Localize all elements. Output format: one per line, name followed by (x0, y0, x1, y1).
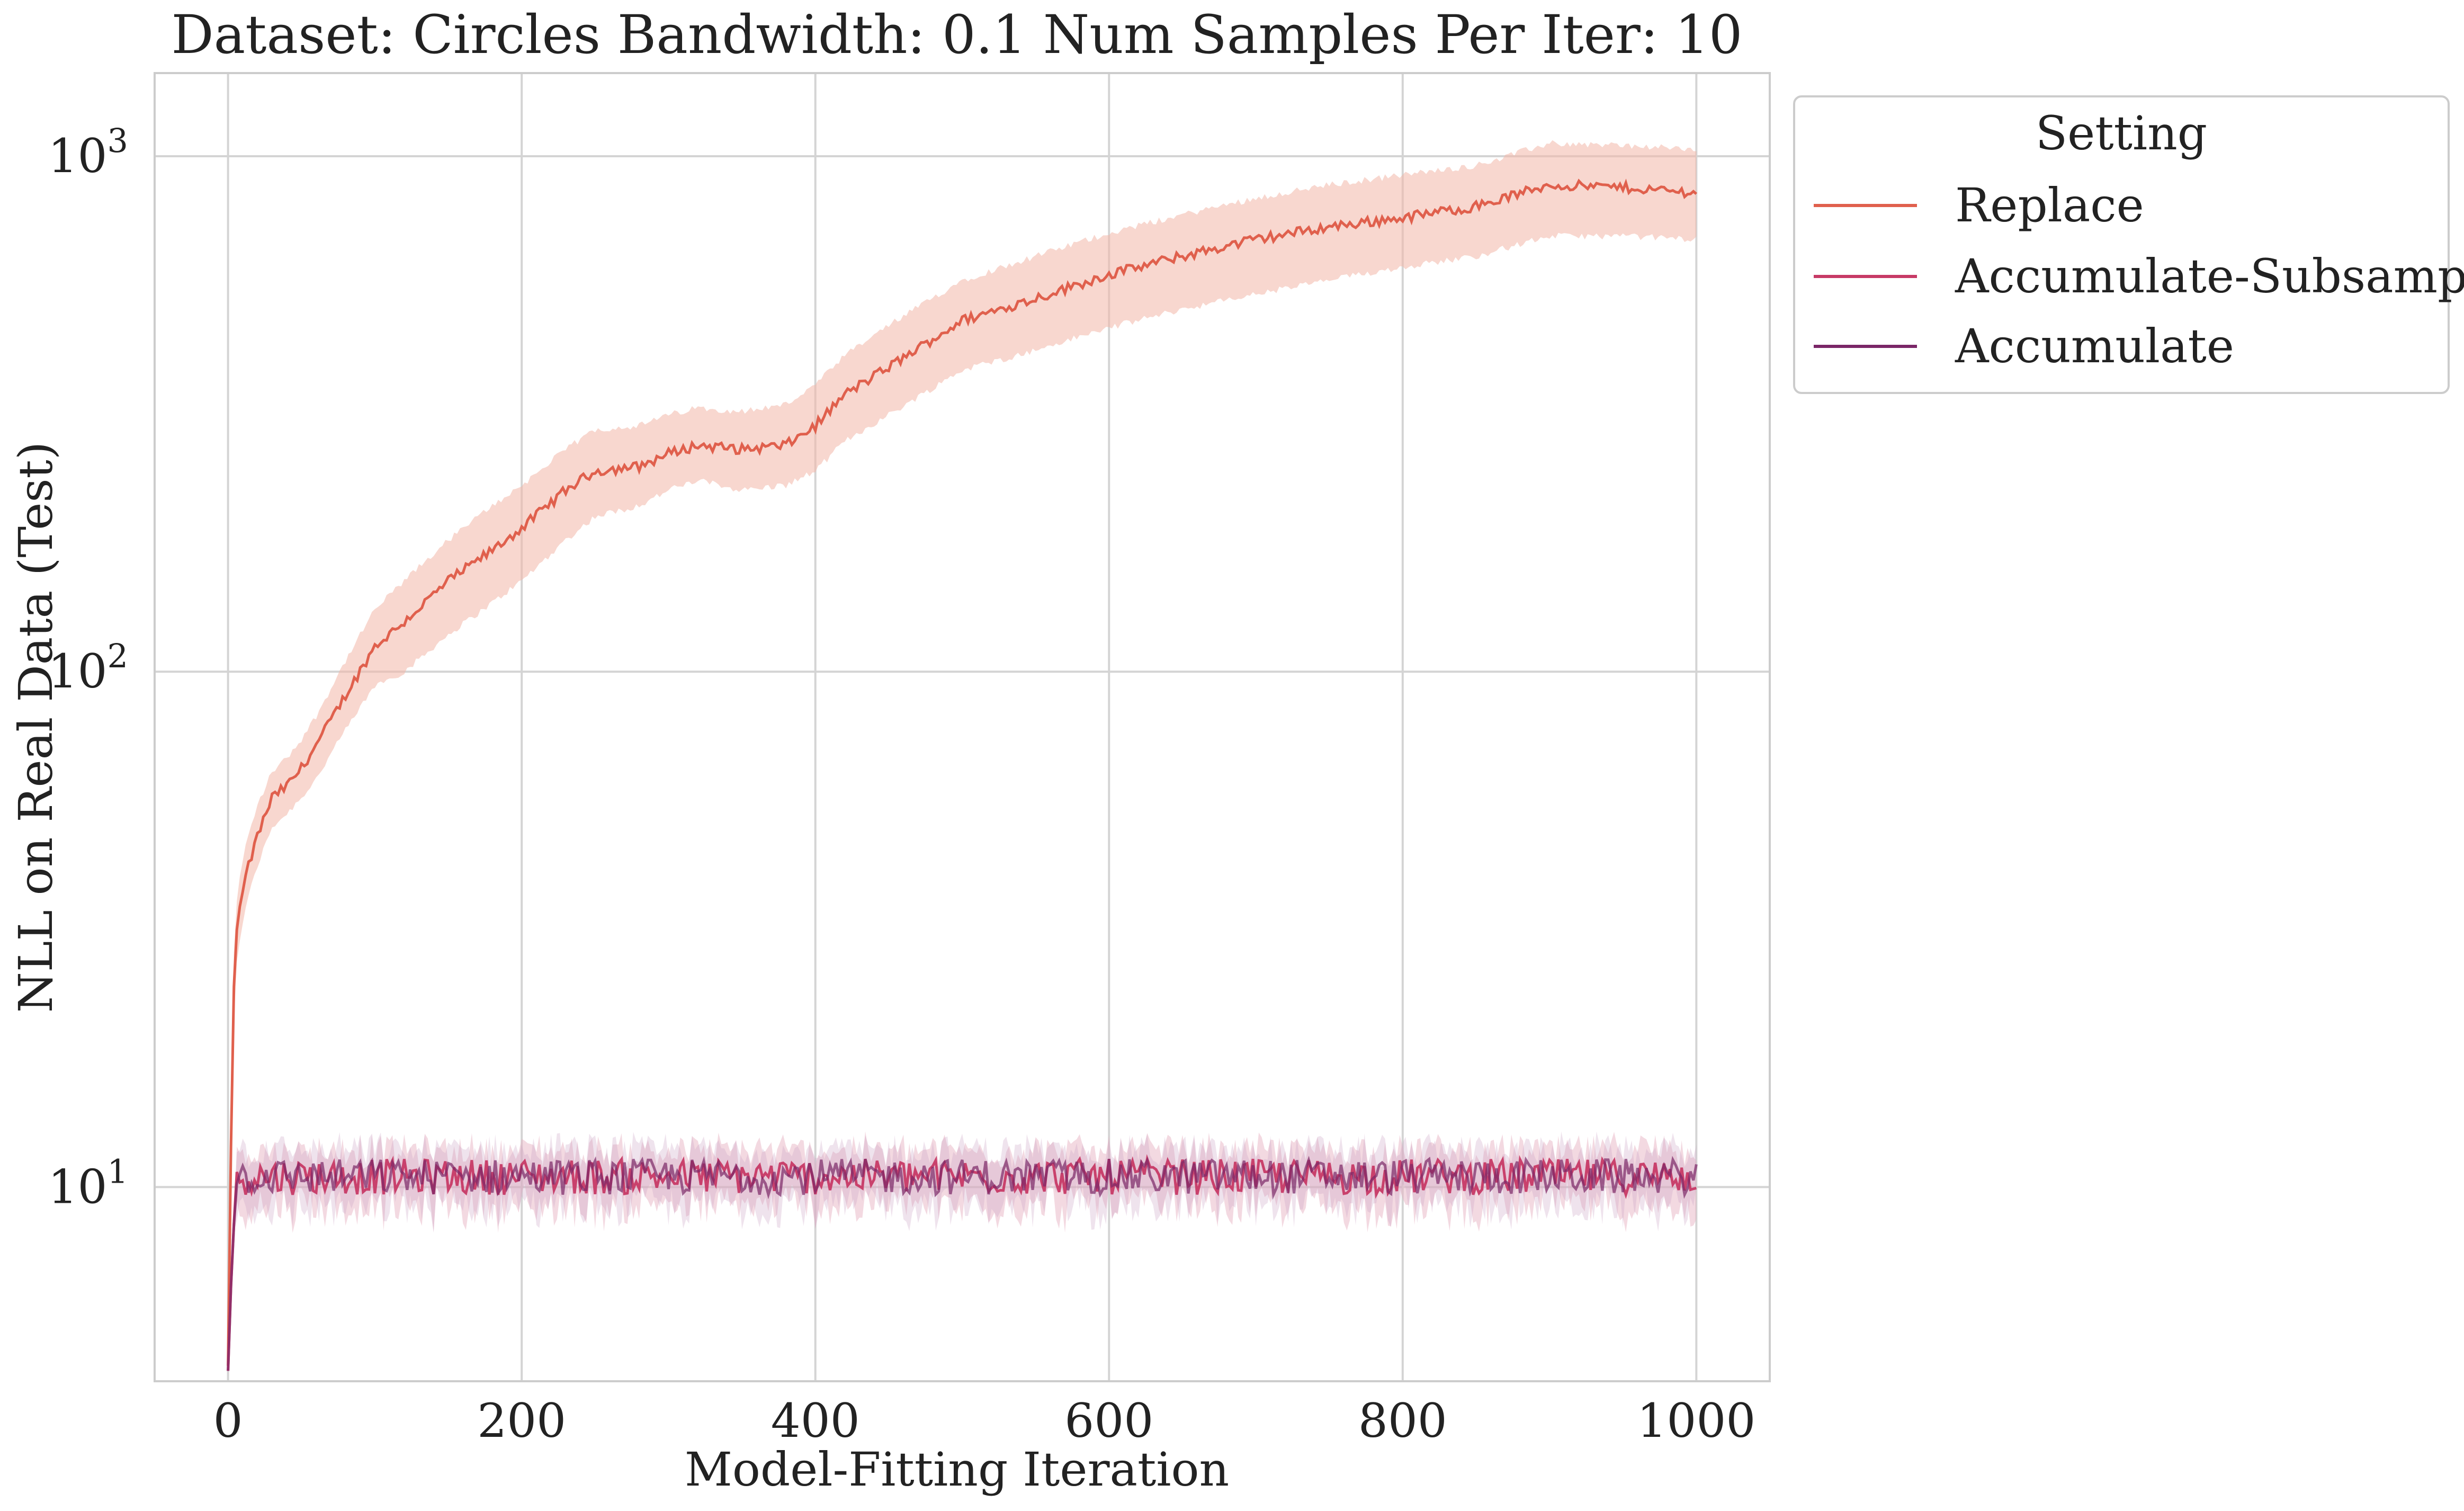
legend-label-accumulate: Accumulate (1955, 319, 2234, 373)
x-tick-label: 800 (1358, 1393, 1447, 1448)
y-tick-label: 103 (48, 121, 128, 183)
legend-label-accumulate-subsample: Accumulate-Subsample (1955, 249, 2464, 303)
x-axis-ticks: 0 200 400 600 800 1000 (213, 1393, 1756, 1448)
chart-title: Dataset: Circles Bandwidth: 0.1 Num Samp… (171, 4, 1742, 66)
x-axis-label: Model-Fitting Iteration (685, 1442, 1229, 1497)
y-axis-ticks: 101 102 103 (48, 121, 128, 1214)
line-replace (227, 178, 1698, 1366)
line-accumulate-subsample (227, 1154, 1697, 1371)
x-tick-label: 200 (477, 1393, 566, 1448)
legend-title: Setting (2036, 106, 2207, 160)
x-tick-label: 1000 (1637, 1393, 1755, 1448)
x-tick-label: 600 (1064, 1393, 1153, 1448)
legend-label-replace: Replace (1955, 178, 2144, 233)
plot-frame (154, 72, 1771, 1382)
x-tick-label: 0 (213, 1393, 243, 1448)
legend-box (1793, 95, 2450, 394)
band-accumulate (228, 1131, 1697, 1376)
series-lines (227, 178, 1698, 1371)
band-replace (228, 140, 1697, 1366)
y-tick-label: 101 (48, 1152, 128, 1214)
line-accumulate (227, 1156, 1698, 1371)
y-tick-label: 102 (48, 637, 128, 699)
y-axis-label: NLL on Real Data (Test) (8, 442, 63, 1013)
x-tick-label: 400 (771, 1393, 860, 1448)
legend: Setting Replace Accumulate-Subsample Acc… (1793, 95, 2464, 394)
